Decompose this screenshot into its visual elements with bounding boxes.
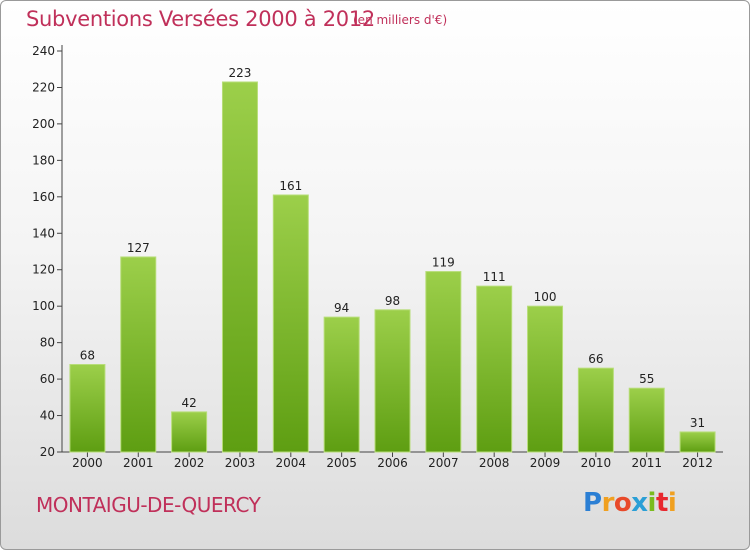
x-tick-label-2000: 2000	[72, 456, 103, 470]
value-label-2008: 111	[483, 270, 506, 284]
y-tick-label: 220	[32, 80, 55, 94]
bar-2009	[527, 305, 564, 453]
bar-2003	[221, 81, 258, 453]
y-tick-label: 180	[32, 153, 55, 167]
y-tick-label: 200	[32, 117, 55, 131]
x-tick-label-2004: 2004	[276, 456, 307, 470]
bar-2008	[476, 285, 513, 453]
x-tick-label-2010: 2010	[581, 456, 612, 470]
commune-name: MONTAIGU-DE-QUERCY	[36, 493, 261, 517]
proxiti-logo[interactable]: Proxiti	[583, 488, 677, 518]
value-label-2012: 31	[690, 416, 705, 430]
x-tick-label-2005: 2005	[326, 456, 357, 470]
value-label-2001: 127	[127, 241, 150, 255]
y-tick-label: 120	[32, 263, 55, 277]
value-label-2011: 55	[639, 372, 654, 386]
y-tick-label: 240	[32, 44, 55, 58]
x-tick-label-2006: 2006	[377, 456, 408, 470]
y-tick-label: 140	[32, 226, 55, 240]
x-tick-label-2012: 2012	[682, 456, 713, 470]
x-tick-label-2001: 2001	[123, 456, 154, 470]
y-tick-label: 40	[40, 409, 55, 423]
chart-unit: (en milliers d'€)	[353, 13, 448, 27]
x-tick-label-2011: 2011	[631, 456, 662, 470]
x-tick-label-2002: 2002	[174, 456, 205, 470]
value-label-2002: 42	[181, 396, 196, 410]
bar-2001	[120, 256, 157, 453]
y-tick-label: 20	[40, 445, 55, 459]
chart-title: Subventions Versées 2000 à 2012	[26, 7, 375, 31]
y-tick-label: 80	[40, 336, 55, 350]
bar-2010	[577, 367, 614, 453]
y-tick-label: 60	[40, 372, 55, 386]
value-label-2003: 223	[229, 66, 252, 80]
bar-2005	[323, 316, 360, 453]
bar-2004	[272, 194, 309, 453]
bar-2012	[679, 431, 716, 453]
x-tick-label-2007: 2007	[428, 456, 459, 470]
bar-2000	[69, 364, 106, 453]
bar-2002	[171, 411, 208, 453]
x-tick-label-2009: 2009	[530, 456, 561, 470]
y-tick-label: 160	[32, 190, 55, 204]
value-label-2005: 94	[334, 301, 349, 315]
value-label-2007: 119	[432, 256, 455, 270]
bar-2006	[374, 309, 411, 453]
bar-2011	[628, 387, 665, 453]
value-label-2010: 66	[588, 352, 603, 366]
value-label-2009: 100	[534, 290, 557, 304]
value-label-2000: 68	[80, 349, 95, 363]
y-tick-label: 100	[32, 299, 55, 313]
value-label-2006: 98	[385, 294, 400, 308]
bar-2007	[425, 271, 462, 453]
value-label-2004: 161	[279, 179, 302, 193]
x-tick-label-2003: 2003	[225, 456, 256, 470]
x-tick-label-2008: 2008	[479, 456, 510, 470]
